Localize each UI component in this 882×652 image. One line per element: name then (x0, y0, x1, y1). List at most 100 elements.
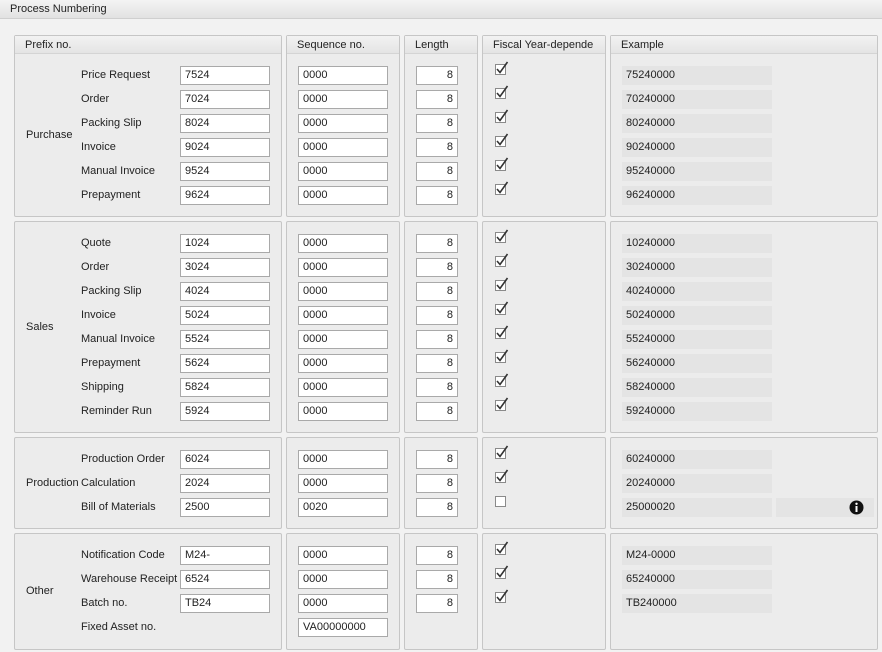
checkbox[interactable] (495, 301, 509, 315)
checkbox-icon (495, 61, 509, 75)
length-input[interactable]: 8 (416, 162, 458, 181)
group-label: Other (26, 585, 54, 597)
length-input[interactable]: 8 (416, 498, 458, 517)
sequence-input[interactable]: 0000 (298, 570, 388, 589)
row-label: Manual Invoice (81, 333, 155, 345)
prefix-input[interactable]: 5924 (180, 402, 270, 421)
length-input[interactable]: 8 (416, 90, 458, 109)
length-input[interactable]: 8 (416, 474, 458, 493)
length-input[interactable]: 8 (416, 354, 458, 373)
sequence-input[interactable]: 0000 (298, 474, 388, 493)
row-label: Warehouse Receipt (81, 573, 178, 585)
example-field: TB240000 (622, 594, 772, 613)
checkbox[interactable] (495, 445, 509, 459)
prefix-input[interactable]: 6524 (180, 570, 270, 589)
info-icon[interactable] (849, 500, 864, 515)
prefix-input[interactable]: 9624 (180, 186, 270, 205)
checkbox-icon (495, 109, 509, 123)
sequence-input[interactable]: 0000 (298, 186, 388, 205)
checkbox[interactable] (495, 229, 509, 243)
checkbox[interactable] (495, 253, 509, 267)
prefix-input[interactable]: 7524 (180, 66, 270, 85)
sequence-input[interactable]: 0000 (298, 594, 388, 613)
length-input[interactable]: 8 (416, 282, 458, 301)
checkbox[interactable] (495, 277, 509, 291)
checkbox[interactable] (495, 157, 509, 171)
sequence-input[interactable]: 0000 (298, 66, 388, 85)
sequence-input[interactable]: VA00000000 (298, 618, 388, 637)
panel (14, 533, 282, 650)
example-field: 80240000 (622, 114, 772, 133)
sequence-input[interactable]: 0000 (298, 354, 388, 373)
length-input[interactable]: 8 (416, 186, 458, 205)
example-field: 59240000 (622, 402, 772, 421)
sequence-input[interactable]: 0000 (298, 378, 388, 397)
checkbox[interactable] (495, 325, 509, 339)
prefix-input[interactable]: 5824 (180, 378, 270, 397)
column-header: Prefix no. (15, 36, 281, 54)
prefix-input[interactable]: 5624 (180, 354, 270, 373)
length-input[interactable]: 8 (416, 450, 458, 469)
sequence-input[interactable]: 0000 (298, 546, 388, 565)
example-field: 20240000 (622, 474, 772, 493)
prefix-input[interactable]: 9024 (180, 138, 270, 157)
sequence-input[interactable]: 0000 (298, 330, 388, 349)
checkbox[interactable] (495, 493, 509, 507)
sequence-input[interactable]: 0000 (298, 306, 388, 325)
example-field: 25000020 (622, 498, 772, 517)
length-input[interactable]: 8 (416, 402, 458, 421)
length-input[interactable]: 8 (416, 234, 458, 253)
length-input[interactable]: 8 (416, 114, 458, 133)
row-label: Invoice (81, 141, 116, 153)
checkbox[interactable] (495, 133, 509, 147)
checkbox[interactable] (495, 397, 509, 411)
row-label: Notification Code (81, 549, 165, 561)
checkbox[interactable] (495, 541, 509, 555)
checkbox[interactable] (495, 61, 509, 75)
checkbox[interactable] (495, 565, 509, 579)
prefix-input[interactable]: 1024 (180, 234, 270, 253)
sequence-input[interactable]: 0000 (298, 402, 388, 421)
prefix-input[interactable]: 8024 (180, 114, 270, 133)
example-field: 60240000 (622, 450, 772, 469)
sequence-input[interactable]: 0000 (298, 138, 388, 157)
checkbox-icon (495, 229, 509, 243)
prefix-input[interactable]: 3024 (180, 258, 270, 277)
checkbox[interactable] (495, 109, 509, 123)
prefix-input[interactable]: 5524 (180, 330, 270, 349)
length-input[interactable]: 8 (416, 546, 458, 565)
prefix-input[interactable]: TB24 (180, 594, 270, 613)
length-input[interactable]: 8 (416, 258, 458, 277)
checkbox[interactable] (495, 373, 509, 387)
length-input[interactable]: 8 (416, 594, 458, 613)
prefix-input[interactable]: 4024 (180, 282, 270, 301)
length-input[interactable]: 8 (416, 66, 458, 85)
length-input[interactable]: 8 (416, 306, 458, 325)
checkbox[interactable] (495, 181, 509, 195)
length-input[interactable]: 8 (416, 378, 458, 397)
prefix-input[interactable]: M24- (180, 546, 270, 565)
prefix-input[interactable]: 9524 (180, 162, 270, 181)
length-input[interactable]: 8 (416, 138, 458, 157)
sequence-input[interactable]: 0000 (298, 450, 388, 469)
length-input[interactable]: 8 (416, 330, 458, 349)
sequence-input[interactable]: 0000 (298, 114, 388, 133)
checkbox[interactable] (495, 469, 509, 483)
sequence-input[interactable]: 0000 (298, 162, 388, 181)
length-input[interactable]: 8 (416, 570, 458, 589)
checkbox[interactable] (495, 85, 509, 99)
sequence-input[interactable]: 0000 (298, 90, 388, 109)
sequence-input[interactable]: 0000 (298, 258, 388, 277)
prefix-input[interactable]: 2500 (180, 498, 270, 517)
prefix-input[interactable]: 2024 (180, 474, 270, 493)
example-extra-field (776, 498, 874, 517)
sequence-input[interactable]: 0000 (298, 282, 388, 301)
prefix-input[interactable]: 6024 (180, 450, 270, 469)
prefix-input[interactable]: 7024 (180, 90, 270, 109)
sequence-input[interactable]: 0000 (298, 234, 388, 253)
checkbox[interactable] (495, 349, 509, 363)
prefix-input[interactable]: 5024 (180, 306, 270, 325)
sequence-input[interactable]: 0020 (298, 498, 388, 517)
checkbox[interactable] (495, 589, 509, 603)
